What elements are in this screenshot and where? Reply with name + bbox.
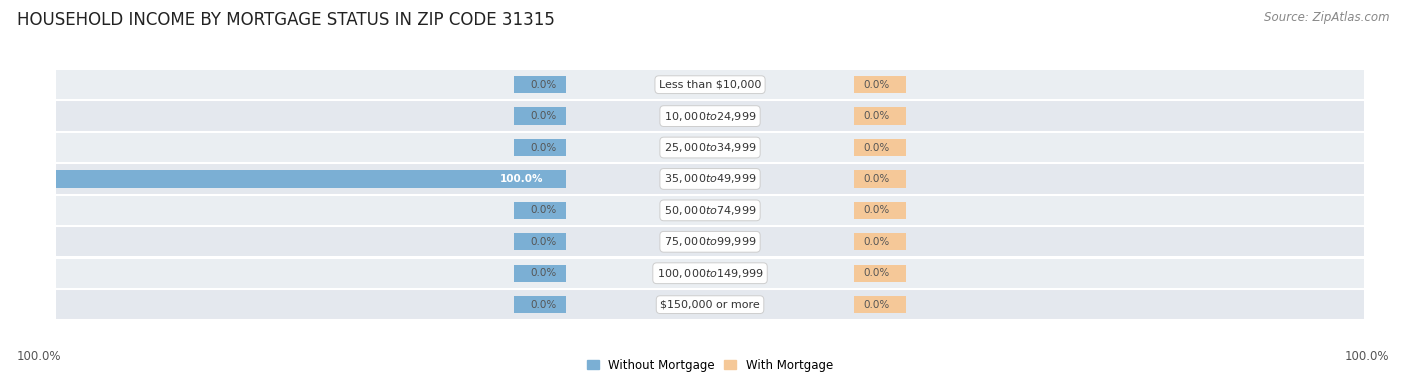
Text: $50,000 to $74,999: $50,000 to $74,999 <box>664 204 756 217</box>
Bar <box>853 139 905 156</box>
Text: 0.0%: 0.0% <box>530 268 557 278</box>
Text: $10,000 to $24,999: $10,000 to $24,999 <box>664 110 756 122</box>
Bar <box>56 164 1364 194</box>
Text: $35,000 to $49,999: $35,000 to $49,999 <box>664 172 756 186</box>
Bar <box>56 290 1364 319</box>
Bar <box>515 76 567 93</box>
Text: 100.0%: 100.0% <box>17 350 62 363</box>
Text: Source: ZipAtlas.com: Source: ZipAtlas.com <box>1264 11 1389 24</box>
Text: 0.0%: 0.0% <box>863 111 890 121</box>
Text: 0.0%: 0.0% <box>863 268 890 278</box>
Bar <box>853 233 905 251</box>
Text: $75,000 to $99,999: $75,000 to $99,999 <box>664 235 756 248</box>
Text: 0.0%: 0.0% <box>530 300 557 310</box>
Text: $100,000 to $149,999: $100,000 to $149,999 <box>657 267 763 280</box>
Bar <box>515 296 567 313</box>
Text: HOUSEHOLD INCOME BY MORTGAGE STATUS IN ZIP CODE 31315: HOUSEHOLD INCOME BY MORTGAGE STATUS IN Z… <box>17 11 555 29</box>
Bar <box>853 265 905 282</box>
Legend: Without Mortgage, With Mortgage: Without Mortgage, With Mortgage <box>582 354 838 376</box>
Bar <box>853 296 905 313</box>
Text: 0.0%: 0.0% <box>863 237 890 247</box>
Bar <box>515 107 567 125</box>
Bar <box>515 265 567 282</box>
Bar <box>515 139 567 156</box>
Text: 0.0%: 0.0% <box>530 80 557 90</box>
Bar <box>56 133 1364 162</box>
Bar <box>56 196 1364 225</box>
Text: $25,000 to $34,999: $25,000 to $34,999 <box>664 141 756 154</box>
Text: 0.0%: 0.0% <box>863 174 890 184</box>
Bar <box>56 227 1364 257</box>
Bar <box>56 101 1364 131</box>
Bar <box>56 70 1364 99</box>
Text: 0.0%: 0.0% <box>530 237 557 247</box>
Text: $150,000 or more: $150,000 or more <box>661 300 759 310</box>
Text: 0.0%: 0.0% <box>530 143 557 153</box>
Bar <box>515 233 567 251</box>
Bar <box>853 170 905 187</box>
Bar <box>56 259 1364 288</box>
Text: 100.0%: 100.0% <box>499 174 543 184</box>
Bar <box>515 202 567 219</box>
Bar <box>853 202 905 219</box>
Text: 0.0%: 0.0% <box>863 300 890 310</box>
Bar <box>853 107 905 125</box>
Text: 0.0%: 0.0% <box>530 111 557 121</box>
Bar <box>853 76 905 93</box>
Text: 0.0%: 0.0% <box>863 205 890 215</box>
Text: 0.0%: 0.0% <box>863 143 890 153</box>
Text: 100.0%: 100.0% <box>1344 350 1389 363</box>
Text: 0.0%: 0.0% <box>530 205 557 215</box>
Text: 0.0%: 0.0% <box>863 80 890 90</box>
Bar <box>0 170 567 187</box>
Text: Less than $10,000: Less than $10,000 <box>659 80 761 90</box>
